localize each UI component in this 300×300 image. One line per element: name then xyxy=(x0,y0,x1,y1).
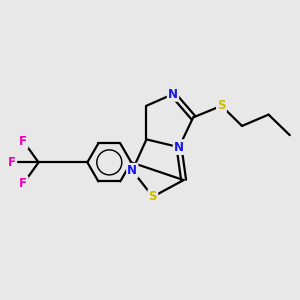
Text: N: N xyxy=(168,88,178,100)
Text: S: S xyxy=(217,99,226,112)
Text: N: N xyxy=(174,141,184,154)
Text: F: F xyxy=(19,135,27,148)
Text: F: F xyxy=(8,156,16,169)
Text: S: S xyxy=(148,190,157,203)
Text: F: F xyxy=(19,177,27,190)
Text: N: N xyxy=(174,141,184,154)
Text: N: N xyxy=(127,164,137,177)
